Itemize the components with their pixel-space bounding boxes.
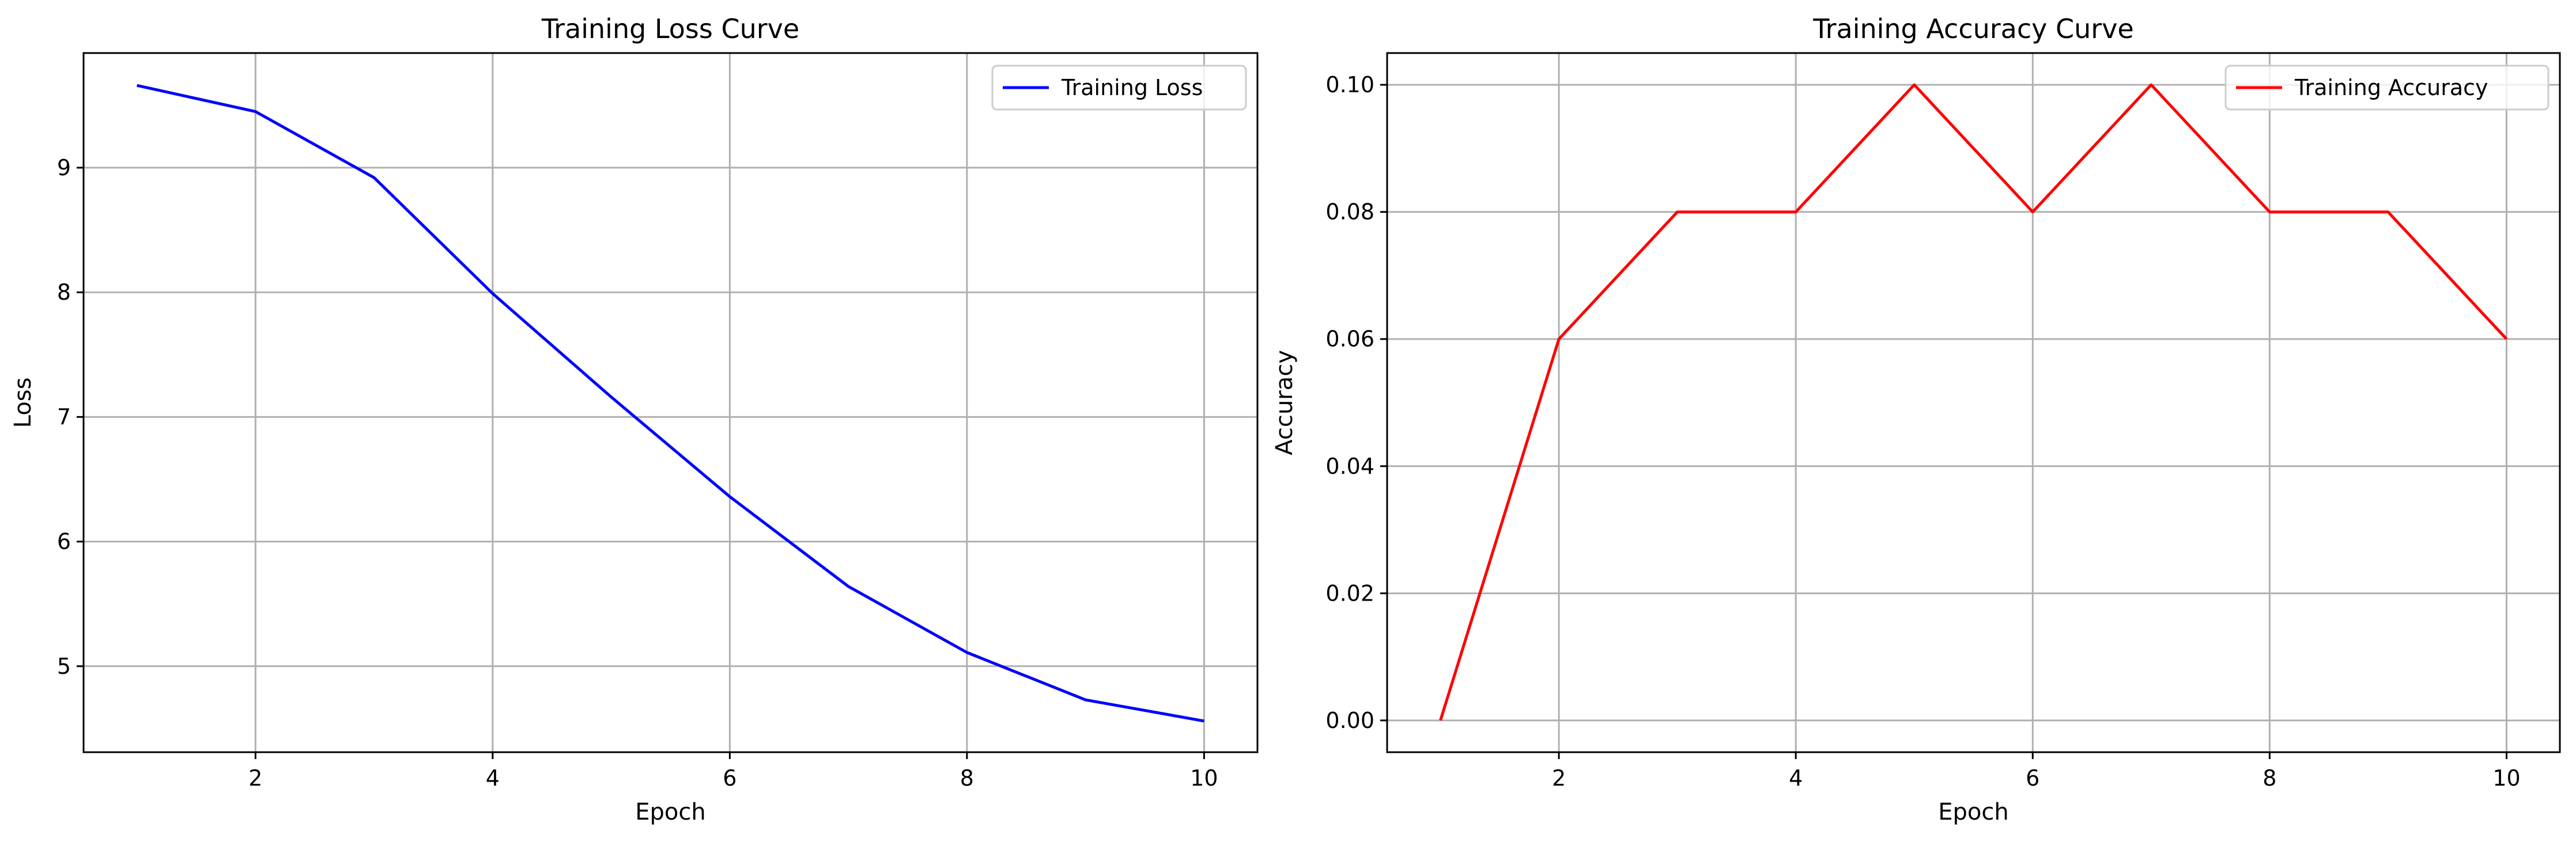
loss-x-tick-label: 6	[723, 765, 736, 791]
accuracy-legend: Training Accuracy	[2224, 65, 2549, 111]
accuracy-y-tick-label: 0.02	[1325, 580, 1374, 606]
accuracy-y-tick-label: 0.06	[1325, 326, 1374, 352]
accuracy-x-tick-label: 10	[2492, 765, 2520, 791]
loss-axes-frame	[82, 52, 1259, 753]
loss-legend-box	[991, 65, 1247, 111]
loss-y-tick-label: 9	[57, 155, 71, 180]
accuracy-x-tick-label: 6	[2026, 765, 2039, 791]
loss-legend: Training Loss	[991, 65, 1247, 111]
loss-x-axis-label: Epoch	[635, 799, 705, 825]
accuracy-x-axis-label: Epoch	[1938, 799, 2008, 825]
accuracy-y-tick-label: 0.04	[1325, 454, 1374, 479]
accuracy-y-axis-label: Accuracy	[1271, 350, 1298, 455]
loss-legend-label: Training Loss	[1061, 75, 1203, 100]
accuracy-legend-box	[2224, 65, 2549, 111]
accuracy-y-tick-label: 0.08	[1325, 199, 1374, 225]
loss-y-tick-label: 5	[57, 654, 71, 679]
loss-x-tick-label: 2	[248, 765, 262, 791]
accuracy-series-line	[1439, 83, 2508, 721]
loss-y-axis-label: Loss	[10, 378, 36, 428]
loss-series-line	[137, 84, 1204, 723]
loss-y-tick-label: 7	[57, 404, 71, 429]
accuracy-x-tick-label: 2	[1552, 765, 1566, 791]
loss-chart-panel: 2 4 6 8 10 5 6 7 8 9 Training Loss Curve Epoch Loss T…	[10, 13, 1259, 825]
loss-x-tick-label: 4	[486, 765, 500, 791]
loss-chart-title: Training Loss Curve	[541, 13, 799, 44]
accuracy-axes-frame	[1386, 52, 2561, 753]
accuracy-x-tick-label: 8	[2263, 765, 2276, 791]
loss-x-tick-label: 8	[960, 765, 974, 791]
accuracy-chart-panel: 2 4 6 8 10 0.00 0.02 0.04 0.06 0.08 0.10 Training A…	[1271, 13, 2561, 825]
accuracy-legend-label: Training Accuracy	[2294, 75, 2488, 100]
accuracy-chart-title: Training Accuracy Curve	[1812, 13, 2133, 44]
loss-x-tick-label: 10	[1190, 765, 1218, 791]
loss-y-tick-label: 8	[57, 280, 71, 305]
accuracy-y-tick-label: 0.10	[1325, 72, 1374, 97]
accuracy-x-tick-label: 4	[1789, 765, 1803, 791]
accuracy-y-tick-label: 0.00	[1325, 708, 1374, 733]
loss-y-tick-label: 6	[57, 529, 71, 554]
